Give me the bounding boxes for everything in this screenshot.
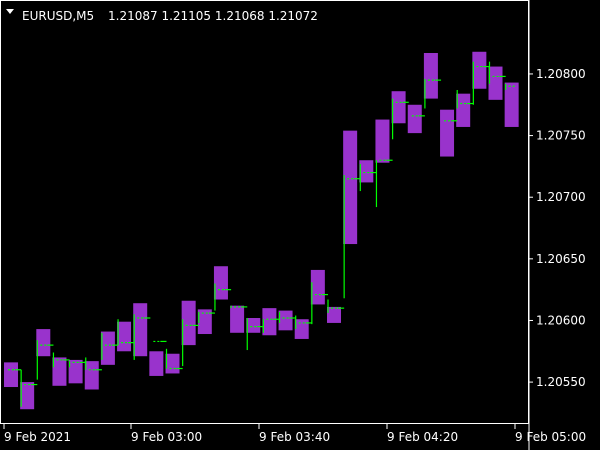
x-tick-label: 9 Feb 03:40 <box>259 430 330 444</box>
indicator-box <box>68 359 83 384</box>
indicator-box <box>456 93 471 127</box>
indicator-box <box>149 351 164 376</box>
indicator-box <box>213 266 228 300</box>
indicator-box <box>52 357 67 386</box>
indicator-box <box>84 361 99 390</box>
indicator-box <box>117 321 132 352</box>
chart-menu-triangle-icon[interactable] <box>6 9 14 14</box>
indicator-box <box>230 305 245 333</box>
x-tick-label: 9 Feb 05:00 <box>515 430 586 444</box>
indicator-box <box>488 66 503 100</box>
indicator-box <box>278 310 293 331</box>
x-tick-label: 9 Feb 2021 <box>4 430 71 444</box>
indicator-box <box>407 104 422 134</box>
indicator-box <box>181 300 196 346</box>
time-axis: 9 Feb 2021 9 Feb 03:00 9 Feb 03:40 9 Feb 04… <box>3 424 586 444</box>
price-line <box>8 61 516 407</box>
indicator-box <box>504 82 519 127</box>
indicator-box <box>294 319 309 339</box>
indicator-box <box>359 160 374 183</box>
indicator-box <box>423 53 438 99</box>
indicator-box <box>472 51 487 89</box>
indicator-box <box>327 306 341 323</box>
y-tick-label: 1.20700 <box>536 190 586 204</box>
y-tick-label: 1.20600 <box>536 313 586 327</box>
y-tick-label: 1.20650 <box>536 252 586 266</box>
price-axis: 1.20800 1.20750 1.20700 1.20650 1.20600 1.205… <box>529 67 586 389</box>
indicator-boxes <box>4 51 519 410</box>
indicator-box <box>262 308 277 336</box>
indicator-box <box>197 309 212 335</box>
indicator-box <box>4 362 18 388</box>
indicator-box <box>246 318 261 333</box>
ohlc-readout: 1.21087 1.21105 1.21068 1.21072 <box>108 9 318 23</box>
indicator-box <box>36 329 51 357</box>
indicator-box <box>310 269 325 305</box>
y-tick-label: 1.20750 <box>536 129 586 143</box>
indicator-box <box>375 119 390 163</box>
indicator-box <box>440 109 455 157</box>
symbol-timeframe-label: EURUSD,M5 <box>22 9 94 23</box>
indicator-box <box>343 130 358 245</box>
x-tick-label: 9 Feb 04:20 <box>387 430 458 444</box>
y-tick-label: 1.20800 <box>536 67 586 81</box>
x-tick-label: 9 Feb 03:00 <box>131 430 202 444</box>
indicator-box <box>165 353 180 374</box>
y-tick-label: 1.20550 <box>536 375 586 389</box>
indicator-box <box>133 303 148 357</box>
indicator-box <box>100 331 115 365</box>
indicator-box <box>20 382 35 410</box>
indicator-box <box>391 91 406 124</box>
